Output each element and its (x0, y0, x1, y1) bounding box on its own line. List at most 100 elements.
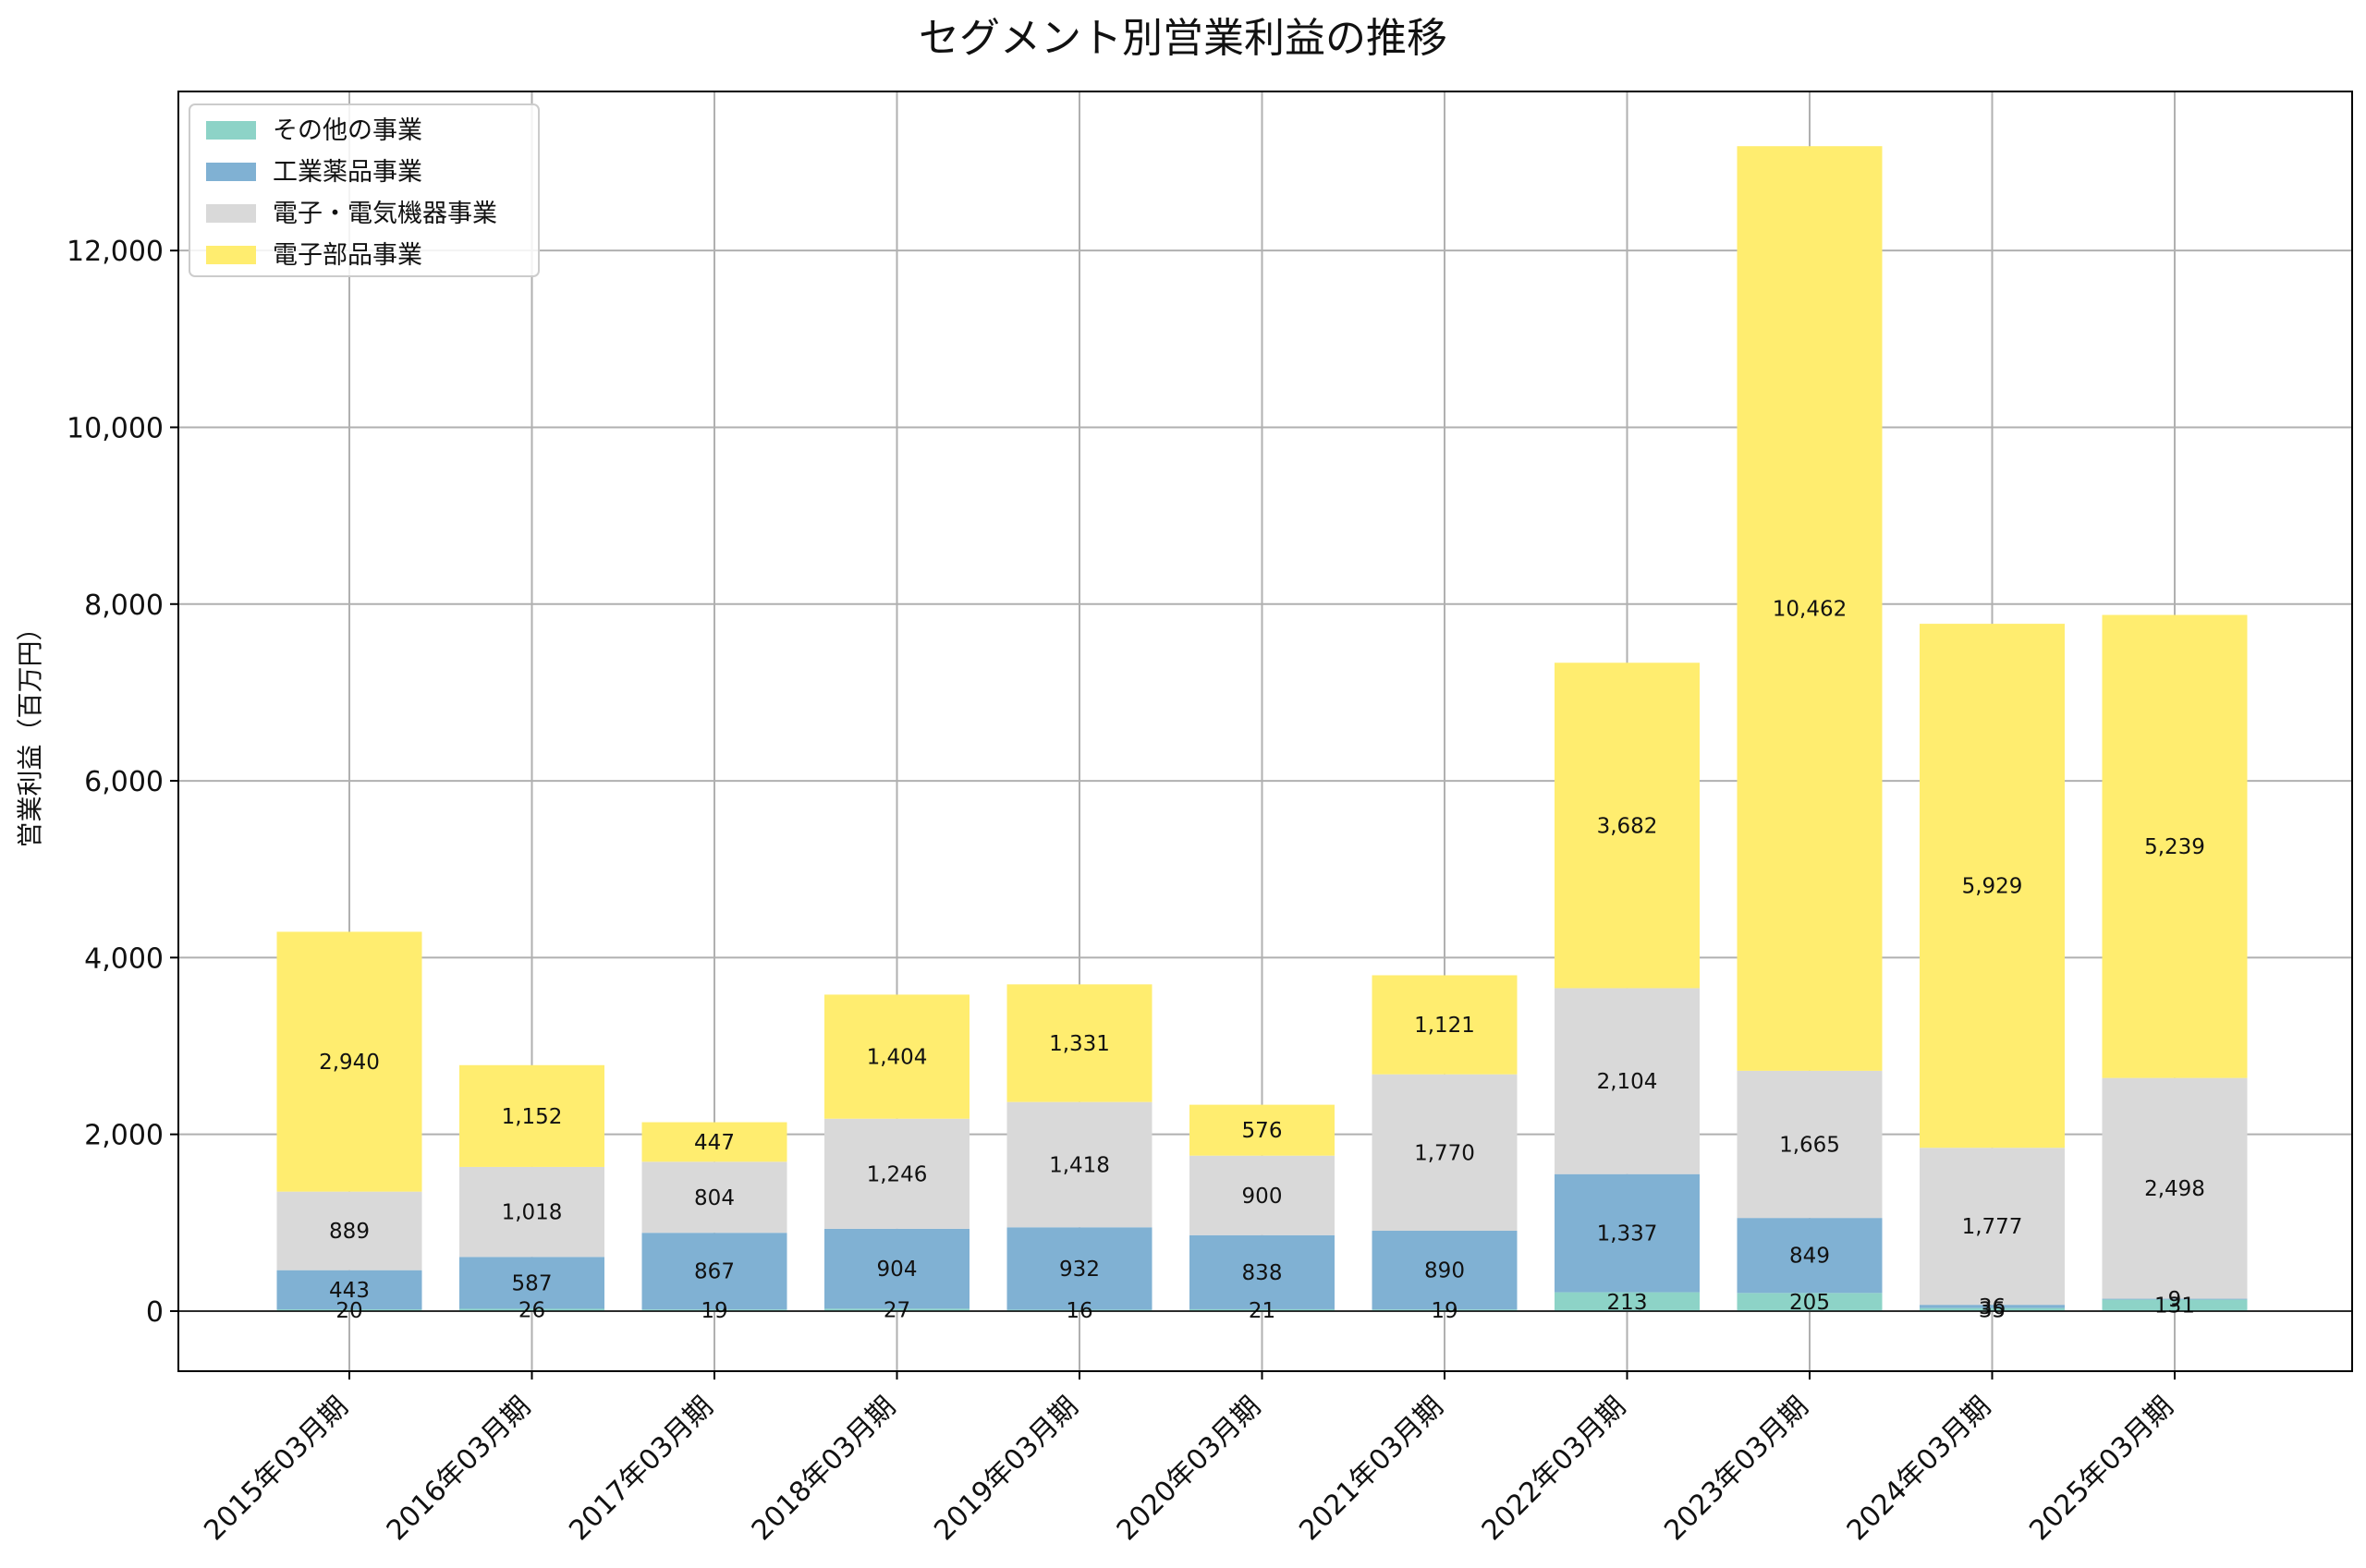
legend-swatch (206, 163, 256, 181)
bar-segment[interactable] (2102, 1298, 2248, 1300)
data-label: 443 (329, 1279, 370, 1303)
data-label: 1,404 (867, 1046, 928, 1070)
bar-segment[interactable] (1189, 1155, 1335, 1235)
bar-segment[interactable] (641, 1122, 787, 1162)
legend-entry[interactable]: 電子・電気機器事業 (273, 200, 497, 228)
bar-segment[interactable] (459, 1064, 604, 1167)
bar-segment[interactable] (1920, 1305, 2065, 1308)
bar-segment[interactable] (1372, 1309, 1518, 1311)
bar-segment[interactable] (1189, 1234, 1335, 1309)
data-label: 867 (694, 1260, 735, 1284)
bar-segment[interactable] (1006, 984, 1153, 1102)
data-labels: 204438892,940265871,0181,152198678044472… (319, 598, 2205, 1324)
data-label: 5,239 (2144, 835, 2205, 859)
y-tick-label: 2,000 (84, 1120, 164, 1152)
bar-segment[interactable] (276, 931, 422, 1192)
bar-segment[interactable] (1737, 1218, 1883, 1294)
bar-segment[interactable] (459, 1166, 604, 1258)
x-tick-label: 2016年03月期 (381, 1391, 537, 1547)
x-tick-label: 2023年03月期 (1658, 1391, 1814, 1547)
legend-swatch (206, 121, 256, 140)
y-tick-label: 0 (146, 1296, 164, 1329)
bar-segment[interactable] (1737, 1070, 1883, 1219)
bar-segment[interactable] (1006, 1227, 1153, 1310)
bar-segment[interactable] (2102, 1077, 2248, 1299)
bar-segment[interactable] (1555, 1173, 1700, 1293)
data-label: 36 (1979, 1295, 2006, 1319)
data-label: 900 (1242, 1185, 1283, 1209)
data-label: 804 (694, 1186, 735, 1210)
legend-swatch (206, 204, 256, 223)
bar-segment[interactable] (1189, 1104, 1335, 1156)
y-tick-label: 8,000 (84, 590, 164, 622)
chart-title: セグメント別営業利益の推移 (919, 15, 1447, 62)
bars (276, 146, 2248, 1311)
bar-segment[interactable] (1555, 988, 1700, 1174)
bar-segment[interactable] (2102, 1299, 2248, 1311)
legend-entry[interactable]: その他の事業 (273, 116, 422, 145)
bar-segment[interactable] (459, 1257, 604, 1309)
bar-segment[interactable] (276, 1309, 422, 1311)
data-label: 131 (2154, 1295, 2195, 1319)
x-axis: 2015年03月期 2016年03月期 2017年03月期 2018年03月期 2019… (198, 1371, 2180, 1547)
bar-segment[interactable] (1737, 146, 1883, 1071)
y-axis-label: 営業利益（百万円） (15, 614, 45, 847)
bar-segment[interactable] (824, 1308, 970, 1311)
bar-segment[interactable] (276, 1191, 422, 1270)
bar-segment[interactable] (824, 1228, 970, 1309)
x-tick-label: 2024年03月期 (1841, 1391, 1997, 1547)
bar-segment[interactable] (1737, 1293, 1883, 1311)
x-tick-label: 2015年03月期 (198, 1391, 354, 1547)
y-tick-label: 12,000 (67, 236, 164, 268)
bar-segment[interactable] (1920, 1307, 2065, 1311)
bar-segment[interactable] (824, 1118, 970, 1229)
y-tick-label: 6,000 (84, 766, 164, 798)
bar-segment[interactable] (1189, 1308, 1335, 1311)
legend-entry[interactable]: 電子部品事業 (273, 241, 422, 270)
data-label: 904 (877, 1258, 918, 1282)
bar-segment[interactable] (1372, 1074, 1518, 1232)
bar-segment[interactable] (641, 1309, 787, 1311)
legend-box (189, 103, 540, 277)
x-tick-label: 2021年03月期 (1293, 1391, 1449, 1547)
bar-segment[interactable] (1920, 624, 2065, 1149)
legend-entry[interactable]: 工業薬品事業 (273, 158, 422, 187)
y-tick-label: 10,000 (67, 412, 164, 444)
bar-segment[interactable] (459, 1308, 604, 1311)
data-label: 1,152 (502, 1105, 563, 1129)
x-tick-label: 2019年03月期 (928, 1391, 1084, 1547)
data-label: 1,418 (1049, 1153, 1110, 1177)
data-label: 5,929 (1962, 875, 2023, 899)
bar-segment[interactable] (2102, 614, 2248, 1078)
bar-segment[interactable] (1555, 662, 1700, 989)
x-tick-label: 2018年03月期 (746, 1391, 902, 1547)
data-label: 1,331 (1049, 1032, 1110, 1056)
data-label: 2,104 (1597, 1070, 1658, 1094)
bar-segment[interactable] (1555, 1292, 1700, 1311)
x-tick-label: 2017年03月期 (563, 1391, 719, 1547)
bar-segment[interactable] (1920, 1148, 2065, 1306)
data-label: 3,682 (1597, 814, 1658, 838)
data-label: 1,770 (1414, 1141, 1475, 1165)
data-label: 2,940 (319, 1051, 380, 1075)
data-label: 576 (1242, 1119, 1283, 1143)
bar-segment[interactable] (641, 1233, 787, 1310)
bar-segment[interactable] (1372, 975, 1518, 1075)
data-label: 1,665 (1779, 1134, 1840, 1158)
bar-segment[interactable] (1006, 1309, 1153, 1311)
bar-segment[interactable] (824, 994, 970, 1119)
bar-segment[interactable] (641, 1161, 787, 1234)
plot-frame (177, 91, 2353, 1372)
data-label: 932 (1059, 1258, 1100, 1282)
data-label: 889 (329, 1220, 370, 1244)
data-label: 447 (694, 1131, 735, 1155)
data-label: 1,121 (1414, 1014, 1475, 1038)
data-label: 890 (1424, 1259, 1465, 1283)
bar-segment[interactable] (276, 1270, 422, 1310)
data-label: 2,498 (2144, 1177, 2205, 1201)
bar-segment[interactable] (1372, 1231, 1518, 1310)
bar-segment[interactable] (1006, 1101, 1153, 1228)
data-label: 849 (1789, 1245, 1830, 1269)
